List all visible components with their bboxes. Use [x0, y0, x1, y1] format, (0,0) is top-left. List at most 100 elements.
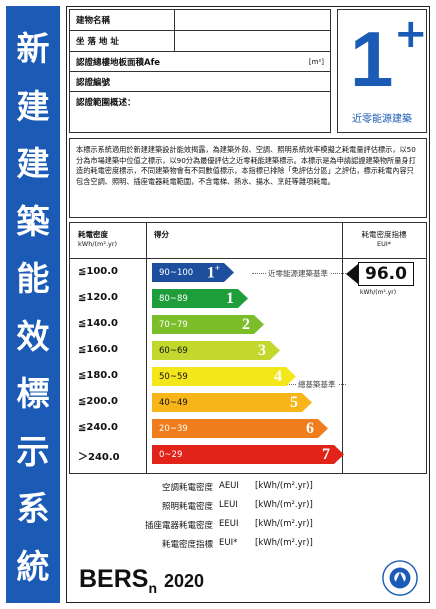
eui-line: 空調耗電密度 AEUI [kWh/(m².yr)]	[69, 481, 427, 493]
header-divider	[174, 10, 175, 52]
baseline-ref-label: 總基築基準	[296, 379, 338, 390]
grade-level: 5	[290, 394, 298, 412]
grade-level: 7	[322, 446, 330, 464]
eui-line-abbr: EEUI	[219, 519, 239, 529]
eui-line-abbr: AEUI	[219, 481, 239, 491]
grade-plus: +	[394, 11, 428, 57]
ministry-seal-icon	[382, 560, 418, 596]
grade-level-number: 5	[290, 393, 298, 411]
building-info-table: 建物名稱 坐 落 地 址 認證總樓地板面積Afe [m²] 認證編號 認證範圍概述…	[69, 9, 331, 133]
grade-range: 80~89	[159, 293, 188, 304]
col-eui-title: 耗電密度	[78, 230, 108, 239]
grade-range: 20~39	[159, 423, 188, 434]
system-title-sidebar: 新建建築能效標示系統	[6, 6, 60, 603]
description-text: 本標示系統適用於新建建築設計能效揭露，為建築外殼、空調、照明系統效率模擬之耗電量…	[69, 138, 427, 218]
eui-line: 照明耗電密度 LEUI [kWh/(m².yr)]	[69, 500, 427, 512]
address-label: 坐 落 地 址	[76, 37, 119, 47]
bers-logo-main: BERS	[79, 565, 149, 593]
grade-level-number: 3	[258, 341, 266, 359]
bers-logo: BERSn 2020	[79, 565, 204, 596]
eui-line-abbr: EUI*	[219, 538, 238, 548]
grade-bar: 20~39 6	[152, 419, 328, 438]
sidebar-char: 統	[16, 546, 50, 586]
eui-score-unit: kWh/(m².yr)	[360, 289, 397, 296]
row-floor-area: 認證總樓地板面積Afe [m²]	[70, 52, 330, 72]
eui-breakdown: 空調耗電密度 AEUI [kWh/(m².yr)] 照明耗電密度 LEUI [kWh/(m…	[69, 477, 427, 557]
eui-line-label: 照明耗電密度	[161, 502, 213, 512]
row-cert-number: 認證編號	[70, 72, 330, 92]
col-index-unit: EUI*	[376, 240, 392, 248]
sidebar-char: 示	[16, 431, 50, 471]
col-score-header: 得分	[146, 223, 342, 259]
row-cert-scope: 認證範圍概述：	[70, 92, 330, 112]
nearzero-ref-label: 近零能源建築基準	[266, 268, 330, 279]
eui-line-label: 空調耗電密度	[161, 483, 213, 493]
eui-line-unit: [kWh/(m².yr)]	[255, 519, 313, 529]
grade-bar: 60~69 3	[152, 341, 280, 360]
col-score-title: 得分	[154, 230, 169, 239]
bers-logo-sub: n	[148, 580, 158, 596]
label-panel: 建物名稱 坐 落 地 址 認證總樓地板面積Afe [m²] 認證編號 認證範圍概述…	[66, 6, 430, 603]
grade-bar: 80~89 1	[152, 289, 248, 308]
grade-bar: 70~79 2	[152, 315, 264, 334]
grade-badge: 1 + 近零能源建築	[337, 9, 428, 133]
grade-bar: 40~49 5	[152, 393, 312, 412]
eui-line-label: 插座電器耗電密度	[144, 521, 213, 531]
score-pointer-icon	[346, 264, 358, 284]
grade-level: 4	[274, 368, 282, 386]
grade-level-number: 6	[306, 419, 314, 437]
row-address: 坐 落 地 址	[70, 31, 330, 52]
eui-threshold: ≦200.0	[78, 396, 119, 407]
col-eui-header: 耗電密度 kWh/(m².yr)	[70, 223, 146, 259]
grade-level-number: 1	[206, 264, 215, 282]
sidebar-char: 能	[16, 259, 50, 299]
grade-range: 50~59	[159, 371, 188, 382]
sidebar-char: 標	[16, 374, 50, 414]
eui-line-unit: [kWh/(m².yr)]	[255, 481, 313, 491]
eui-threshold: ≦240.0	[78, 422, 119, 433]
rating-table: 耗電密度 kWh/(m².yr) 得分 耗電密度指標 EUI* 近零能源建築基準…	[69, 222, 427, 474]
eui-threshold: ≦100.0	[78, 266, 119, 277]
eui-threshold: ≦160.0	[78, 344, 119, 355]
grade-level: 6	[306, 420, 314, 438]
cert-scope-label: 認證範圍概述：	[76, 98, 136, 108]
grade-range: 90~100	[159, 267, 194, 278]
grade-bar: 50~59 4	[152, 367, 296, 386]
eui-threshold: ＞240.0	[78, 452, 120, 463]
eui-threshold: ≦120.0	[78, 292, 119, 303]
col-eui-unit: kWh/(m².yr)	[78, 240, 118, 248]
eui-line: 插座電器耗電密度 EEUI [kWh/(m².yr)]	[69, 519, 427, 531]
sidebar-char: 建	[16, 144, 50, 184]
eui-threshold: ≦140.0	[78, 318, 119, 329]
col-divider-1	[146, 223, 147, 473]
grade-range: 40~49	[159, 397, 188, 408]
eui-threshold: ≦180.0	[78, 370, 119, 381]
grade-level: 1	[226, 290, 234, 308]
eui-line-unit: [kWh/(m².yr)]	[255, 500, 313, 510]
sidebar-char: 築	[16, 201, 50, 241]
grade-level-plus: +	[214, 262, 220, 273]
grade-level: 2	[242, 316, 250, 334]
grade-range: 0~29	[159, 449, 183, 460]
grade-range: 60~69	[159, 345, 188, 356]
sidebar-char: 新	[16, 29, 50, 68]
cert-number-label: 認證編號	[76, 77, 111, 88]
col-divider-2	[342, 223, 343, 473]
grade-level-number: 4	[274, 367, 282, 385]
building-name-label: 建物名稱	[76, 16, 111, 26]
eui-line-unit: [kWh/(m².yr)]	[255, 538, 313, 548]
sidebar-char: 建	[16, 86, 50, 126]
bers-logo-year: 2020	[163, 571, 205, 591]
grade-bar: 0~29 7	[152, 445, 344, 464]
floor-area-label: 認證總樓地板面積Afe	[76, 57, 161, 68]
grade-level-number: 1	[226, 289, 234, 307]
grade-caption: 近零能源建築	[352, 114, 412, 125]
eui-line: 耗電密度指標 EUI* [kWh/(m².yr)]	[69, 538, 427, 550]
eui-line-abbr: LEUI	[219, 500, 238, 510]
grade-number: 1	[350, 15, 394, 103]
col-index-header: 耗電密度指標 EUI*	[342, 223, 426, 259]
grade-level-number: 2	[242, 315, 250, 333]
floor-area-unit: [m²]	[308, 57, 324, 66]
grade-level: 3	[258, 342, 266, 360]
eui-line-label: 耗電密度指標	[161, 540, 213, 550]
